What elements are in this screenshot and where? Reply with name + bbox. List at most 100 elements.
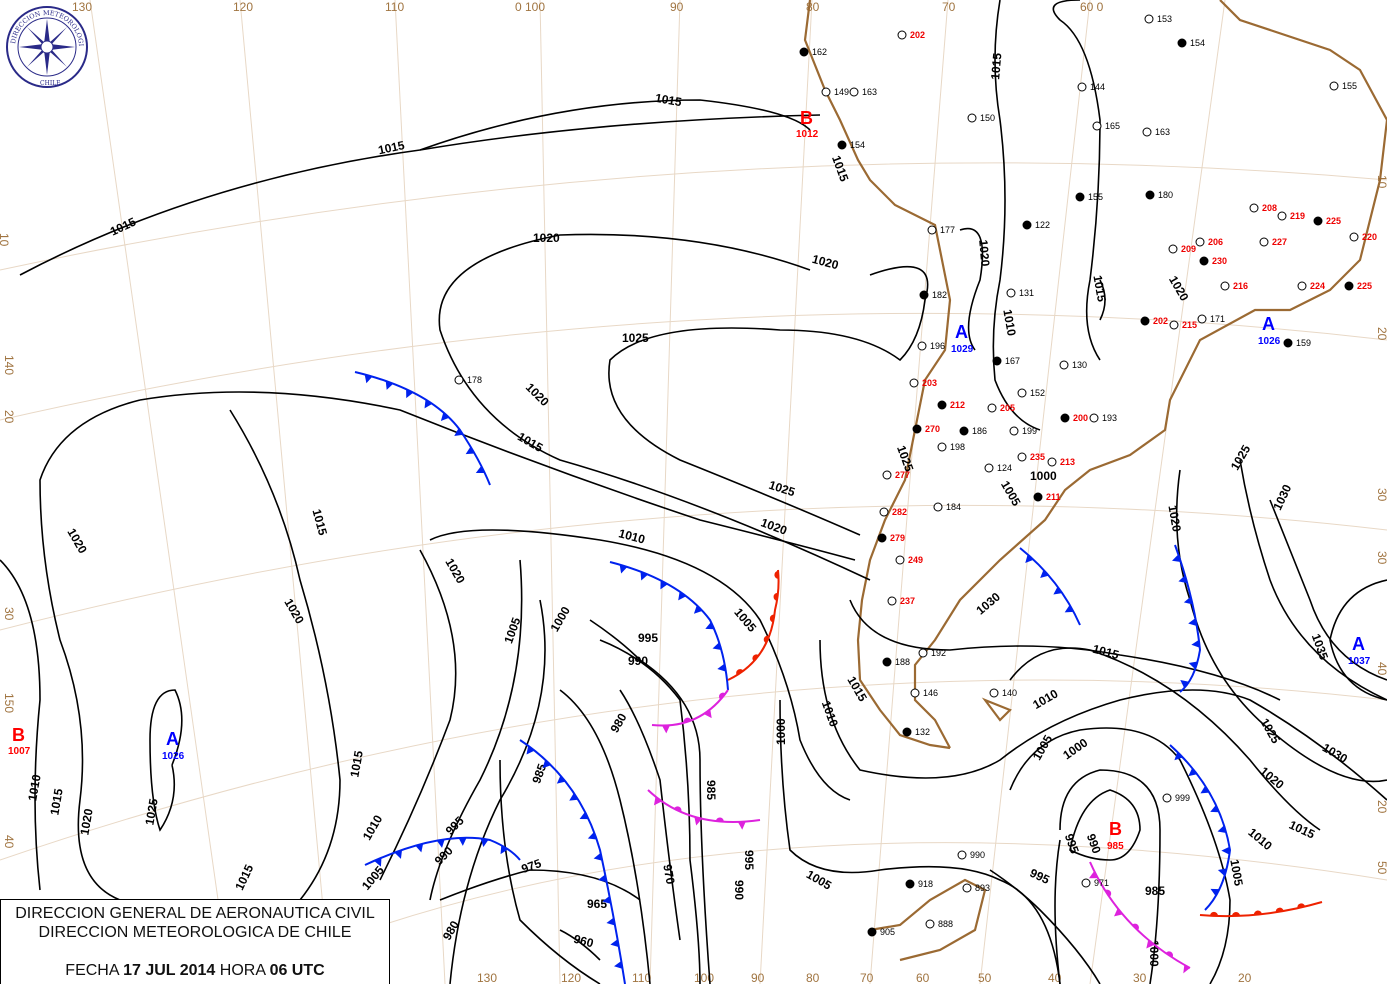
front-triangle <box>526 745 535 755</box>
station-symbol <box>1077 82 1087 92</box>
grid-label: 40 <box>2 835 16 849</box>
grid-label: 60 <box>916 971 930 984</box>
station-pressure: 159 <box>1296 338 1311 348</box>
station-pressure: 150 <box>980 113 995 123</box>
station-symbol <box>821 87 831 97</box>
isobar-label: 970 <box>660 863 677 885</box>
isobar-labels: 1015 1015 1015 1020 1020 1025 1020 1015 … <box>25 52 1350 967</box>
station-symbol <box>1145 190 1155 200</box>
grid-label: 50 <box>1375 861 1387 875</box>
center-value: 1026 <box>162 751 185 762</box>
station-symbol <box>937 442 947 452</box>
grid-label: 20 <box>1375 327 1387 341</box>
station-symbol <box>1169 320 1179 330</box>
station-pressure: 213 <box>1060 457 1075 467</box>
isobar-label: 1025 <box>1257 716 1283 746</box>
station-symbol <box>992 356 1002 366</box>
service-name: DIRECCION METEOROLOGICA DE CHILE <box>38 924 352 941</box>
isobar-label: 1015 <box>829 154 851 184</box>
station-pressure: 220 <box>1362 232 1377 242</box>
station-pressure: 230 <box>1212 256 1227 266</box>
front-triangle <box>587 831 597 840</box>
isobar-label: 1030 <box>1270 482 1294 512</box>
front-triangle <box>465 446 475 455</box>
center-type: A <box>955 322 968 342</box>
station-symbol <box>837 140 847 150</box>
front-triangle <box>364 374 373 384</box>
station-pressure: 270 <box>925 424 940 434</box>
front-triangle <box>385 380 394 390</box>
station-symbol <box>1259 237 1269 247</box>
station-pressure: 905 <box>880 927 895 937</box>
station-pressure: 155 <box>1342 81 1357 91</box>
station-pressure: 178 <box>467 375 482 385</box>
isobar-label: 1020 <box>1166 273 1192 303</box>
front-triangle <box>374 857 382 867</box>
isobar-label: 995 <box>1028 866 1052 887</box>
front-triangle <box>1178 575 1188 584</box>
station-symbol <box>925 919 935 929</box>
station-symbol <box>1033 492 1043 502</box>
station-pressure: 202 <box>1153 316 1168 326</box>
station-pressure: 277 <box>895 470 910 480</box>
station-pressure: 165 <box>1105 121 1120 131</box>
station-symbol <box>895 555 905 565</box>
grid-label: 20 <box>1238 971 1252 984</box>
front-triangle <box>703 709 712 719</box>
station-symbol <box>877 533 887 543</box>
front-triangle <box>1172 554 1181 563</box>
station-symbol <box>1249 203 1259 213</box>
isobar-label: 1015 <box>347 749 365 778</box>
station-symbol <box>1168 244 1178 254</box>
station-symbol <box>882 657 892 667</box>
center-type: B <box>1109 819 1122 839</box>
front-semicircle <box>1165 951 1174 958</box>
isobar-label: 1020 <box>1165 504 1183 533</box>
station-symbol <box>902 727 912 737</box>
front-semicircle <box>1231 911 1240 917</box>
station-pressure: 198 <box>950 442 965 452</box>
grid-label: 130 <box>72 0 92 14</box>
isobar-label: 1010 <box>1030 686 1060 712</box>
station-pressure: 227 <box>1272 237 1287 247</box>
front-triangle <box>475 465 485 474</box>
high-center: A 1037 <box>1348 634 1371 667</box>
station-symbol <box>799 47 809 57</box>
isobar-label: 1005 <box>359 863 387 893</box>
station-pressure: 162 <box>812 47 827 57</box>
front-triangle <box>415 843 424 853</box>
isobar-label: 1005 <box>1227 858 1245 887</box>
front-semicircle <box>769 614 775 623</box>
front-triangle <box>1146 939 1155 949</box>
station-pressure: 122 <box>1035 220 1050 230</box>
station-symbol <box>1047 457 1057 467</box>
grid-label: 100 <box>694 971 714 984</box>
front-triangle <box>480 838 489 848</box>
station-pressure: 193 <box>1102 413 1117 423</box>
front-triangle <box>640 571 648 581</box>
isobar-label: 1020 <box>281 596 307 626</box>
grid-label: 130 <box>477 971 497 984</box>
station-symbol <box>1162 793 1172 803</box>
front-triangle <box>694 816 703 826</box>
front-triangle <box>579 811 589 820</box>
station-symbol <box>1220 281 1230 291</box>
coastline <box>803 0 1387 962</box>
cold-front <box>1019 547 1081 626</box>
front-triangle <box>556 775 566 784</box>
station-pressure: 225 <box>1326 216 1341 226</box>
station-symbol <box>1009 426 1019 436</box>
station-pressure: 167 <box>1005 356 1020 366</box>
front-triangle <box>598 874 607 883</box>
isobar-label: 1000 <box>547 604 573 634</box>
station-pressure: 212 <box>950 400 965 410</box>
station-symbol <box>933 502 943 512</box>
station-symbol <box>937 400 947 410</box>
grid-label: 30 <box>1375 488 1387 502</box>
station-symbol <box>1022 220 1032 230</box>
station-symbol <box>887 596 897 606</box>
isobar-label: 1000 <box>774 718 788 745</box>
compass-rose-icon <box>19 19 75 75</box>
